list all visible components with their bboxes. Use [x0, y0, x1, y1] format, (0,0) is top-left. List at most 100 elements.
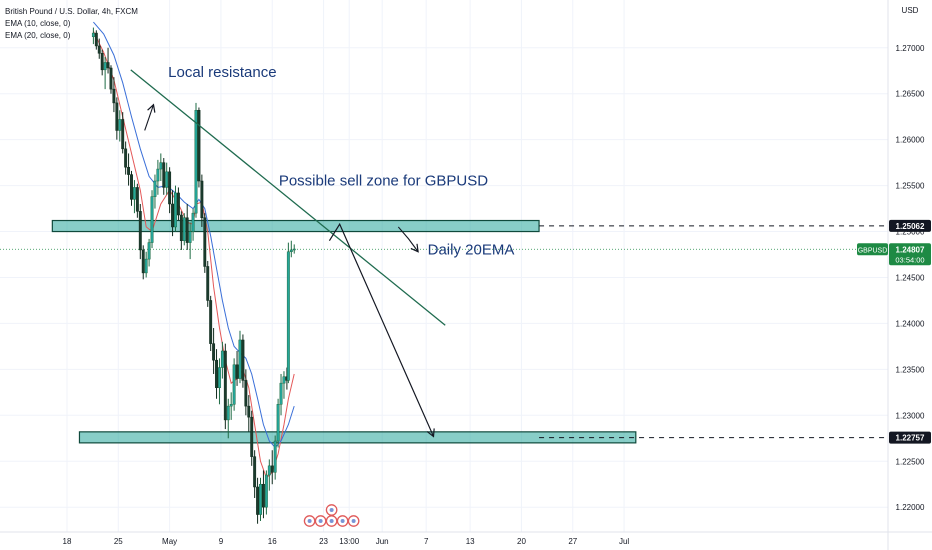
symbol-title[interactable]: British Pound / U.S. Dollar, 4h, FXCM [5, 7, 138, 16]
candle-bearish[interactable] [106, 62, 110, 69]
candle-bearish[interactable] [261, 483, 265, 508]
price-tick-label: 1.24500 [896, 273, 925, 282]
price-tick-label: 1.27000 [896, 44, 925, 53]
candle-bullish[interactable] [132, 187, 136, 200]
candle-bearish[interactable] [209, 300, 213, 344]
ema-20-legend[interactable]: EMA (20, close, 0) [5, 31, 71, 40]
candle-bullish[interactable] [150, 196, 154, 243]
symbol-badge[interactable] [857, 243, 888, 256]
candle-bullish[interactable] [218, 367, 221, 388]
level-price-badge[interactable] [889, 431, 931, 444]
level-price-label: 1.22757 [896, 434, 925, 443]
candle-bearish[interactable] [256, 486, 260, 515]
candle-bullish[interactable] [188, 231, 192, 243]
candle-bullish[interactable] [229, 404, 233, 407]
candle-bullish[interactable] [103, 62, 107, 71]
candle-bearish[interactable] [215, 359, 218, 388]
candle-bearish[interactable] [185, 217, 189, 243]
candle-bearish[interactable] [121, 119, 125, 150]
candle-bullish[interactable] [279, 382, 283, 405]
candle-bearish[interactable] [253, 456, 257, 488]
annotation-text[interactable]: Local resistance [168, 64, 276, 81]
annotation-text[interactable]: Possible sell zone for GBPUSD [279, 173, 488, 190]
candle-bullish[interactable] [286, 251, 290, 381]
candle-bullish[interactable] [182, 217, 186, 241]
ema-20-line [93, 21, 295, 449]
time-tick-label: 9 [219, 537, 224, 546]
candle-bearish[interactable] [212, 343, 216, 361]
candle-bearish[interactable] [270, 465, 274, 473]
candle-bearish[interactable] [112, 88, 116, 104]
candle-bullish[interactable] [165, 171, 169, 188]
candle-bullish[interactable] [144, 258, 148, 274]
level-price-badge[interactable] [889, 219, 931, 232]
last-price-badge[interactable] [889, 243, 931, 266]
candle-bearish[interactable] [97, 45, 101, 54]
time-tick-label: 23 [319, 537, 328, 546]
candle-bearish[interactable] [179, 214, 183, 241]
trendline[interactable] [130, 69, 446, 326]
candle-bearish[interactable] [162, 162, 166, 188]
projection-path[interactable] [328, 222, 435, 437]
candle-bearish[interactable] [223, 350, 227, 421]
candle-bullish[interactable] [153, 180, 157, 197]
candle-bearish[interactable] [124, 148, 128, 168]
event-icon-center [351, 519, 356, 523]
candle-bearish[interactable] [203, 217, 207, 267]
candle-bullish[interactable] [232, 364, 236, 405]
candle-bearish[interactable] [168, 171, 172, 205]
support-resistance-zone[interactable] [51, 219, 540, 233]
candle-bullish[interactable] [191, 212, 195, 232]
candle-bearish[interactable] [200, 180, 204, 219]
candle-bullish[interactable] [276, 404, 280, 442]
candle-bullish[interactable] [282, 376, 286, 384]
candle-bullish[interactable] [226, 405, 230, 421]
candle-bearish[interactable] [197, 110, 201, 182]
candle-bearish[interactable] [250, 416, 254, 457]
price-tick-label: 1.26500 [896, 90, 925, 99]
candle-bullish[interactable] [147, 242, 151, 260]
candle-bearish[interactable] [115, 102, 119, 131]
candle-bearish[interactable] [171, 203, 175, 228]
event-icon-center [329, 519, 334, 523]
candle-bullish[interactable] [194, 110, 198, 214]
candle-bearish[interactable] [206, 266, 210, 301]
candle-bullish[interactable] [292, 248, 296, 251]
candle-bullish[interactable] [118, 119, 122, 131]
candle-bearish[interactable] [109, 67, 113, 90]
candle-bearish[interactable] [247, 405, 251, 418]
candle-bullish[interactable] [259, 483, 262, 515]
support-resistance-zone[interactable] [78, 431, 637, 444]
candle-bullish[interactable] [267, 465, 271, 476]
candle-bearish[interactable] [138, 211, 142, 251]
candle-bullish[interactable] [220, 350, 224, 368]
candle-bearish[interactable] [176, 192, 180, 216]
candle-bullish[interactable] [264, 474, 268, 508]
candle-bullish[interactable] [156, 168, 160, 182]
candle-bearish[interactable] [94, 32, 98, 47]
candle-bearish[interactable] [135, 187, 139, 212]
ema-10-legend[interactable]: EMA (10, close, 0) [5, 19, 71, 28]
candle-bullish[interactable] [273, 440, 277, 473]
price-tick-label: 1.24000 [896, 319, 925, 328]
level-price-label: 1.25062 [896, 222, 925, 231]
candle-bullish[interactable] [91, 32, 95, 38]
candle-bearish[interactable] [100, 53, 104, 71]
candle-bearish[interactable] [244, 380, 248, 407]
time-tick-label: May [162, 537, 177, 546]
candle-bearish[interactable] [241, 339, 245, 381]
candle-bullish[interactable] [174, 192, 177, 228]
event-icon-center [307, 519, 312, 523]
currency-label: USD [902, 6, 919, 15]
candle-bullish[interactable] [289, 249, 293, 253]
candle-bearish[interactable] [235, 364, 239, 379]
candle-bullish[interactable] [238, 339, 242, 379]
candle-bullish[interactable] [159, 162, 163, 170]
candle-bearish[interactable] [130, 174, 133, 200]
annotation-text[interactable]: Daily 20EMA [428, 242, 515, 259]
price-tick-label: 1.25000 [896, 228, 925, 237]
candle-bearish[interactable] [127, 166, 131, 175]
candle-bearish[interactable] [141, 249, 145, 274]
